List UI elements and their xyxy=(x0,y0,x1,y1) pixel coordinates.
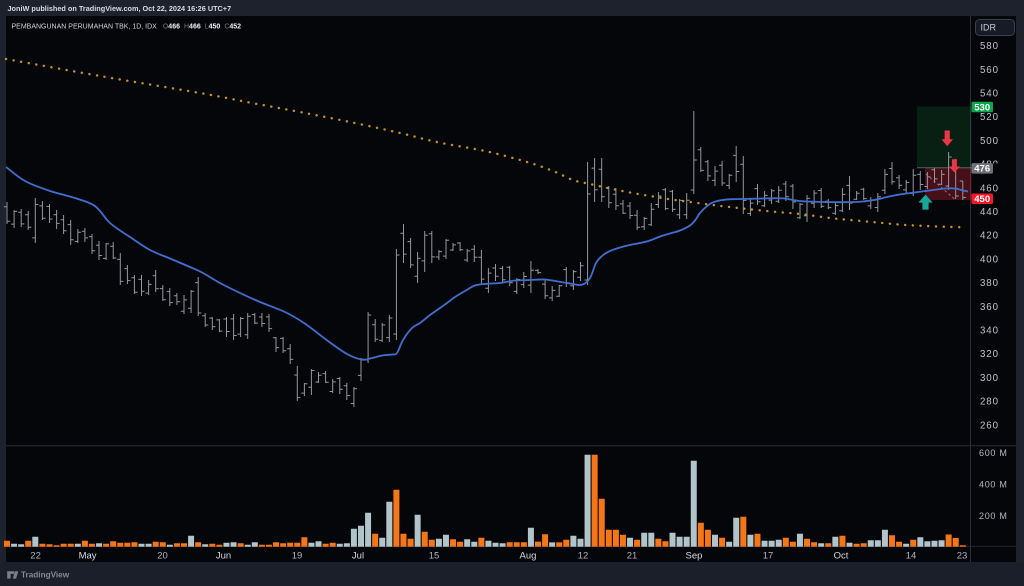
svg-text:PEMBANGUNAN PERUMAHAN TBK, 1D,: PEMBANGUNAN PERUMAHAN TBK, 1D, IDX O466 H4… xyxy=(12,24,242,31)
svg-text:Aug: Aug xyxy=(520,551,537,562)
svg-text:17: 17 xyxy=(763,551,774,562)
svg-text:Sep: Sep xyxy=(686,551,703,562)
svg-text:520: 520 xyxy=(980,112,999,123)
svg-text:560: 560 xyxy=(980,65,999,76)
svg-text:12: 12 xyxy=(578,551,589,562)
svg-text:400: 400 xyxy=(980,254,999,265)
svg-text:19: 19 xyxy=(292,551,303,562)
svg-text:530: 530 xyxy=(974,102,990,113)
svg-text:400 M: 400 M xyxy=(979,480,1008,490)
svg-text:480: 480 xyxy=(980,160,999,171)
svg-text:IDR: IDR xyxy=(981,23,997,33)
svg-text:21: 21 xyxy=(627,551,638,562)
svg-text:JoniW published on TradingView: JoniW published on TradingView.com, Oct … xyxy=(8,4,232,13)
svg-text:Jun: Jun xyxy=(216,551,231,562)
svg-text:460: 460 xyxy=(980,183,999,194)
svg-text:TradingView: TradingView xyxy=(21,571,70,580)
svg-text:320: 320 xyxy=(980,349,999,360)
svg-text:15: 15 xyxy=(429,551,440,562)
svg-text:420: 420 xyxy=(980,231,999,242)
svg-text:476: 476 xyxy=(974,164,990,175)
svg-text:440: 440 xyxy=(980,207,999,218)
svg-text:540: 540 xyxy=(980,89,999,100)
svg-text:340: 340 xyxy=(980,326,999,337)
svg-text:360: 360 xyxy=(980,302,999,313)
svg-text:May: May xyxy=(79,551,97,562)
svg-text:300: 300 xyxy=(980,373,999,384)
svg-text:23: 23 xyxy=(957,551,968,562)
svg-text:260: 260 xyxy=(980,420,999,431)
svg-text:280: 280 xyxy=(980,397,999,408)
svg-text:200 M: 200 M xyxy=(979,511,1008,521)
svg-text:Jul: Jul xyxy=(352,551,364,562)
svg-text:22: 22 xyxy=(30,551,41,562)
svg-text:500: 500 xyxy=(980,136,999,147)
svg-text:Oct: Oct xyxy=(834,551,849,562)
svg-text:14: 14 xyxy=(906,551,917,562)
svg-text:580: 580 xyxy=(980,41,999,52)
svg-text:600 M: 600 M xyxy=(979,448,1008,458)
svg-text:450: 450 xyxy=(974,194,990,205)
svg-text:380: 380 xyxy=(980,278,999,289)
svg-text:20: 20 xyxy=(157,551,168,562)
